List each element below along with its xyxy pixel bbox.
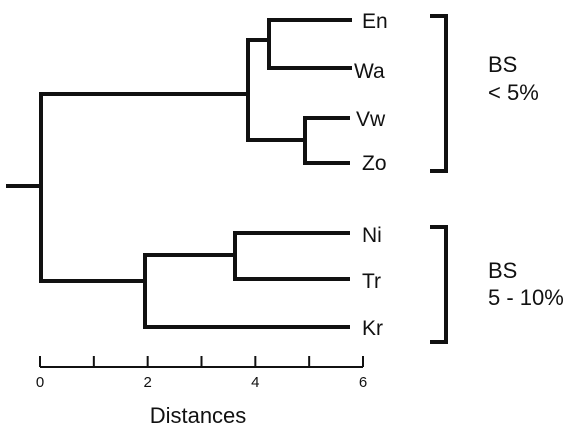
group-label-upper-line1: BS	[488, 52, 517, 77]
group-bracket-lower	[430, 225, 448, 344]
taxon-label-zo: Zo	[362, 152, 387, 175]
taxon-label-en: En	[362, 10, 388, 33]
taxon-label-kr: Kr	[362, 317, 383, 340]
group-bracket-upper	[430, 14, 448, 173]
taxon-label-wa: Wa	[354, 60, 385, 83]
axis-tick-label: 4	[251, 374, 259, 391]
axis-tick-label: 0	[36, 374, 44, 391]
axis-title: Distances	[150, 403, 247, 428]
group-label-upper-line2: < 5%	[488, 80, 539, 105]
axis-tick-label: 2	[143, 374, 151, 391]
taxon-label-tr: Tr	[362, 270, 381, 293]
taxon-label-ni: Ni	[362, 224, 382, 247]
group-label-lower-line2: 5 - 10%	[488, 285, 564, 310]
taxon-label-vw: Vw	[356, 108, 386, 131]
distance-axis	[39, 356, 364, 368]
group-label-lower-line1: BS	[488, 258, 517, 283]
axis-tick-label: 6	[359, 374, 367, 391]
